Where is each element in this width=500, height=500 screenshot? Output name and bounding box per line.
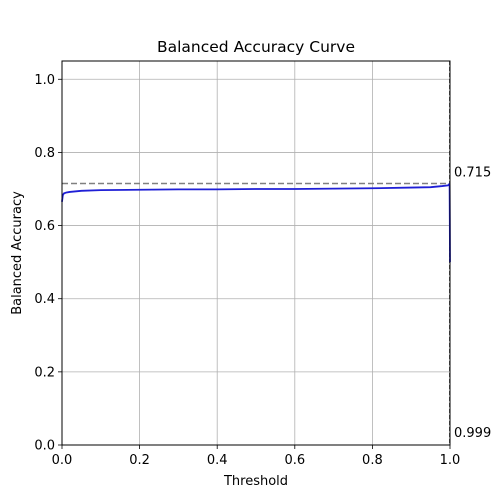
x-axis-label: Threshold <box>223 474 288 489</box>
x-tick-label: 0.6 <box>284 453 305 468</box>
y-axis-ticks: 0.0 0.2 0.4 0.6 0.8 1.0 <box>34 73 62 454</box>
x-axis-ticks: 0.0 0.2 0.4 0.6 0.8 1.0 <box>52 445 461 468</box>
x-tick-label: 0.0 <box>52 453 73 468</box>
annotations: 0.715 0.999 <box>454 166 491 441</box>
chart-title: Balanced Accuracy Curve <box>157 38 355 56</box>
plot-area-frame <box>61 60 451 446</box>
x-tick-label: 1.0 <box>440 453 461 468</box>
x-tick-label: 0.2 <box>129 453 150 468</box>
x-tick-label: 0.8 <box>362 453 383 468</box>
y-axis-label: Balanced Accuracy <box>10 191 25 315</box>
balanced-accuracy-series-line <box>61 182 451 263</box>
series-layer <box>61 182 451 263</box>
y-tick-label: 1.0 <box>34 73 55 88</box>
y-tick-label: 0.8 <box>34 146 55 161</box>
x-tick-label: 0.4 <box>207 453 228 468</box>
y-tick-label: 0.0 <box>34 439 55 454</box>
y-tick-label: 0.6 <box>34 219 55 234</box>
y-tick-label: 0.4 <box>34 292 55 307</box>
best-accuracy-annotation: 0.715 <box>454 166 491 181</box>
best-threshold-annotation: 0.999 <box>454 426 491 441</box>
y-tick-label: 0.2 <box>34 365 55 380</box>
